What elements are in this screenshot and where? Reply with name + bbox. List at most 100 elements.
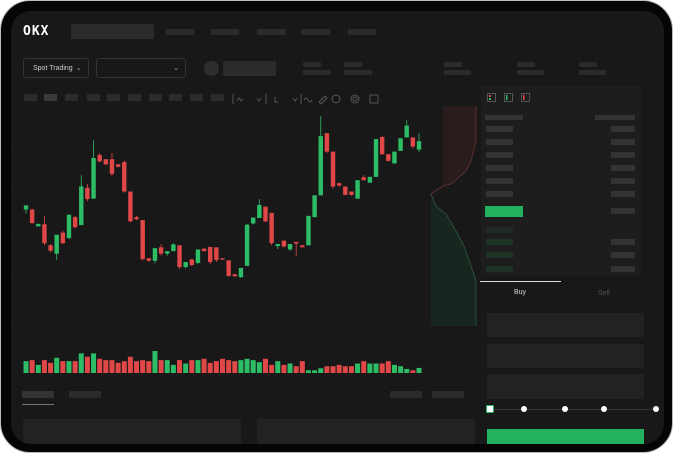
chevron-down-icon: ⌄ xyxy=(173,65,179,72)
volume-bar xyxy=(305,370,311,373)
volume-bar xyxy=(269,364,275,373)
volume-bar xyxy=(84,356,90,373)
volume-bar xyxy=(299,361,305,373)
volume-bar xyxy=(250,360,256,373)
total-input[interactable] xyxy=(487,374,644,399)
timeframe-button[interactable] xyxy=(169,94,182,101)
volume-bar xyxy=(293,366,299,373)
candle-body xyxy=(152,248,158,261)
candle-body xyxy=(146,258,152,261)
candlestick-chart[interactable] xyxy=(11,106,426,376)
candle-body xyxy=(349,191,354,195)
timeframe-button[interactable] xyxy=(128,94,141,101)
ask-price xyxy=(486,126,513,132)
volume-bar xyxy=(152,351,158,373)
timeframe-button[interactable] xyxy=(24,94,37,101)
nav-item[interactable] xyxy=(257,29,286,35)
candle-body xyxy=(287,244,293,250)
timeframe-button[interactable] xyxy=(107,94,120,101)
nav-item[interactable] xyxy=(166,29,194,35)
candle-body xyxy=(54,234,59,254)
volume-bar xyxy=(91,353,97,373)
volume-bar xyxy=(256,362,262,373)
candle-body xyxy=(281,240,287,247)
timeframe-button[interactable] xyxy=(149,94,162,101)
buy-button[interactable] xyxy=(487,429,644,444)
timeframe-button[interactable] xyxy=(190,94,203,101)
candle-body xyxy=(42,224,47,244)
filter-button[interactable] xyxy=(432,391,464,398)
candle-body xyxy=(189,259,194,265)
volume-bar xyxy=(391,364,397,373)
candle-body xyxy=(29,209,35,224)
indicator-icon xyxy=(256,97,262,102)
depth-bids-area xyxy=(431,194,476,326)
slider-stop[interactable] xyxy=(653,406,659,412)
market-type-label: Spot Trading xyxy=(33,64,73,72)
volume-bar xyxy=(48,362,54,373)
indicator-icon xyxy=(274,97,278,103)
volume-bar xyxy=(207,362,213,373)
volume-bar xyxy=(220,358,225,373)
stat-value xyxy=(303,70,331,75)
filter-button[interactable] xyxy=(390,391,422,398)
bid-price xyxy=(486,239,513,245)
candle-body xyxy=(171,244,176,252)
tab-order-history[interactable] xyxy=(69,391,101,398)
candle-body xyxy=(300,245,305,248)
ask-price xyxy=(486,191,513,197)
amount-input[interactable] xyxy=(487,344,644,368)
nav-item[interactable] xyxy=(301,29,330,35)
volume-bar xyxy=(312,370,318,373)
candle-body xyxy=(318,136,323,196)
candle-body xyxy=(103,159,109,165)
volume-bar xyxy=(330,366,336,373)
volume-bar xyxy=(336,364,342,373)
candle-body xyxy=(330,151,336,187)
timeframe-button[interactable] xyxy=(211,94,224,101)
candle-body xyxy=(23,205,29,210)
depth-chart xyxy=(430,106,477,326)
price-input[interactable] xyxy=(487,313,644,337)
slider-handle[interactable] xyxy=(486,405,494,413)
volume-bar xyxy=(410,370,416,373)
assets-panel xyxy=(257,419,475,444)
volume-bar xyxy=(60,361,66,373)
slider-stop[interactable] xyxy=(562,406,568,412)
tab-open-orders[interactable] xyxy=(22,391,54,398)
candle-body xyxy=(355,180,360,199)
last-price xyxy=(485,206,523,217)
nav-item[interactable] xyxy=(211,29,239,35)
volume-bar xyxy=(379,363,385,373)
nav-item[interactable] xyxy=(348,29,376,35)
tab-sell[interactable]: Sell xyxy=(598,290,610,297)
timeframe-button[interactable] xyxy=(65,94,78,101)
volume-bar xyxy=(183,363,189,373)
candle-body xyxy=(226,260,231,276)
candle-body xyxy=(134,217,139,220)
stat-value xyxy=(517,70,544,75)
candle-body xyxy=(158,247,164,254)
settings-circle-icon xyxy=(350,94,360,104)
okx-logo[interactable]: OKX xyxy=(23,24,50,39)
slider-stop[interactable] xyxy=(521,406,527,412)
slider-stop[interactable] xyxy=(601,406,607,412)
search-bar[interactable] xyxy=(71,24,154,39)
stat-value xyxy=(444,70,471,75)
amount-slider-track[interactable] xyxy=(490,409,656,410)
timeframe-button[interactable] xyxy=(87,94,100,101)
volume-bar xyxy=(134,361,140,373)
chart-tools xyxy=(232,94,379,105)
market-type-dropdown[interactable]: Spot Trading ⌄ xyxy=(23,58,89,78)
pair-dropdown[interactable]: ⌄ xyxy=(96,58,186,78)
chevron-down-icon: ⌄ xyxy=(75,65,82,72)
candle-body xyxy=(79,186,84,226)
timeframe-button[interactable] xyxy=(44,94,57,101)
tab-buy[interactable]: Buy xyxy=(514,289,527,296)
volume-bar xyxy=(262,358,268,373)
line-tool-icon xyxy=(303,97,313,103)
volume-bar xyxy=(244,358,250,373)
volume-bar xyxy=(66,361,72,373)
stat-label xyxy=(517,62,535,67)
